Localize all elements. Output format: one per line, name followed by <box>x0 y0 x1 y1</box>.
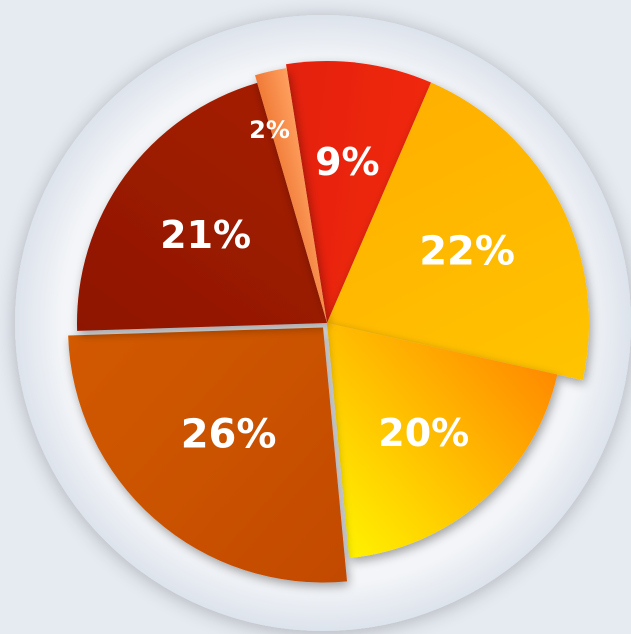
slice-label-26: 26% <box>181 412 277 458</box>
slice-label-21: 21% <box>160 213 251 257</box>
pie-slices <box>68 61 589 583</box>
pie-labels: 9% 22% 20% 26% 21% 2% <box>160 116 515 457</box>
pie-slice-26 <box>68 327 348 583</box>
pie-slice-20 <box>327 323 558 558</box>
slice-label-22: 22% <box>419 229 515 275</box>
pie-slice-9 <box>286 61 432 323</box>
slice-label-2: 2% <box>249 116 290 144</box>
pie-slice-22 <box>327 82 589 381</box>
slice-label-9: 9% <box>315 140 380 184</box>
pie-slice-21 <box>76 82 327 331</box>
slice-label-20: 20% <box>378 411 469 455</box>
pie-slice-2 <box>255 68 327 323</box>
